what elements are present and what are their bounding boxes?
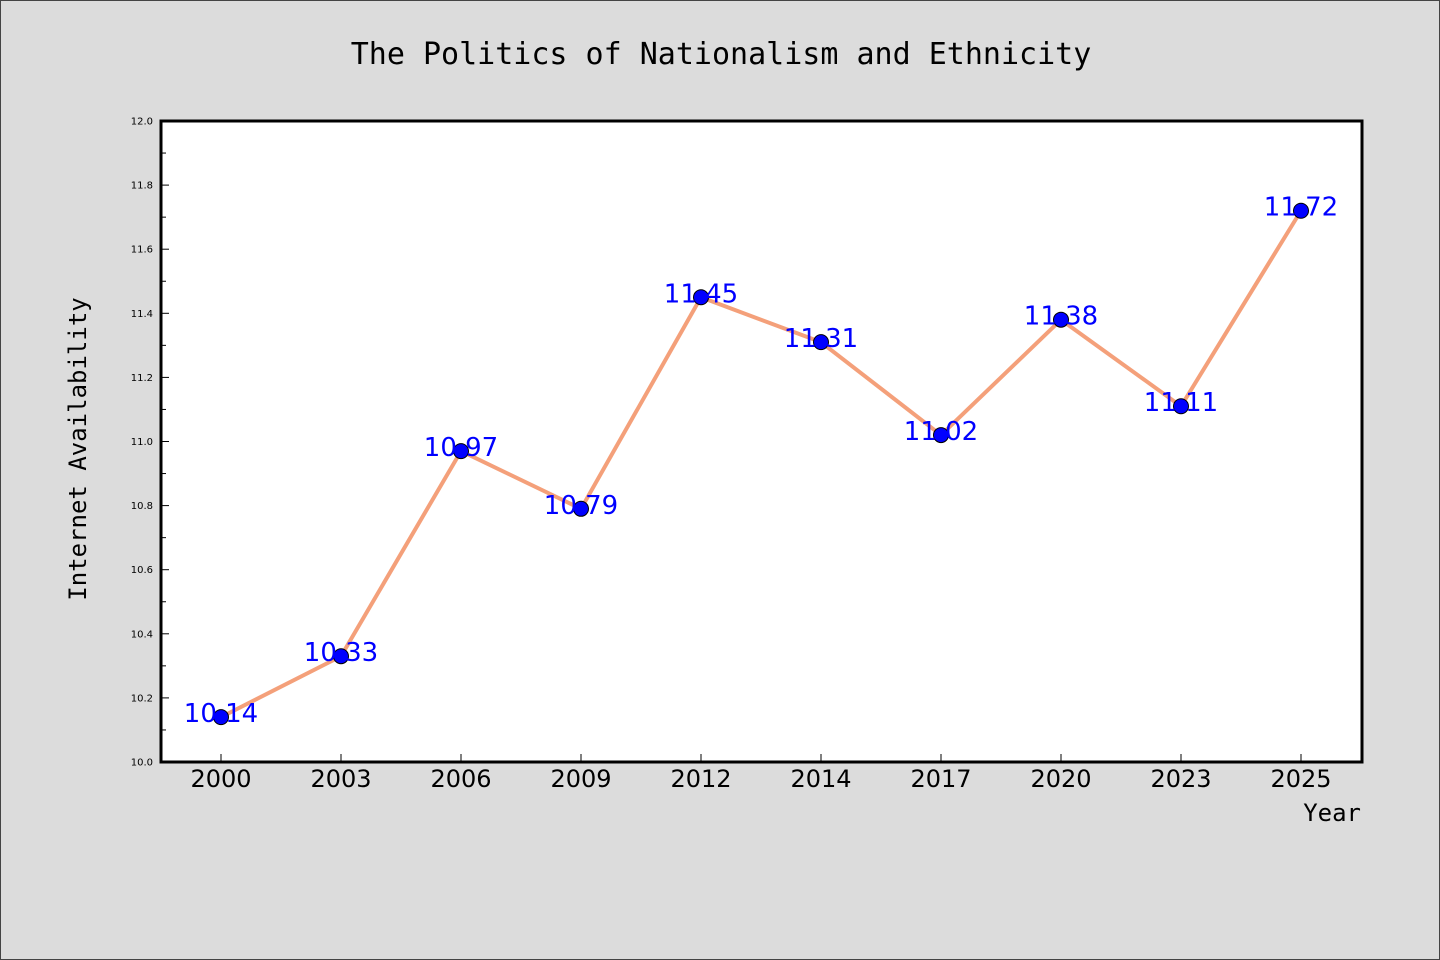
- y-axis: 10.0 10.2 10.4 10.6 10.8 11.0 11.2 11.4 11.6 11.8…: [131, 117, 169, 769]
- data-point: [693, 289, 709, 306]
- y-tick-label: 10.4: [131, 629, 153, 640]
- series-line: [220, 209, 1303, 719]
- data-label: 11.31: [784, 324, 858, 354]
- data-label: 10.33: [304, 638, 378, 668]
- data-point: [1173, 398, 1189, 415]
- data-label: 10.97: [424, 433, 498, 463]
- y-tick-label: 12.0: [131, 117, 153, 128]
- data-label: 10.79: [544, 491, 618, 521]
- data-point: [1293, 202, 1309, 219]
- y-tick-label: 10.2: [131, 693, 153, 704]
- data-label: 11.11: [1144, 388, 1218, 418]
- y-axis-label: Internet Availability: [64, 297, 92, 600]
- data-point: [333, 648, 349, 665]
- y-tick-label: 11.8: [131, 181, 153, 192]
- y-tick-label: 10.0: [131, 758, 153, 769]
- x-tick-label: 2003: [310, 765, 371, 793]
- x-tick-label: 2023: [1150, 765, 1211, 793]
- y-tick-label: 10.8: [131, 501, 153, 512]
- y-tick-label: 11.0: [131, 437, 153, 448]
- chart-title: The Politics of Nationalism and Ethnicit…: [351, 37, 1092, 72]
- data-point: [813, 334, 829, 351]
- x-tick-label: 2009: [550, 765, 611, 793]
- x-tick-label: 2000: [190, 765, 251, 793]
- data-point: [213, 709, 229, 726]
- series-group: [213, 202, 1309, 726]
- x-tick-label: 2020: [1030, 765, 1091, 793]
- y-tick-label: 11.2: [131, 373, 153, 384]
- data-point: [453, 443, 469, 460]
- data-point: [573, 500, 589, 517]
- y-tick-label: 11.6: [131, 245, 153, 256]
- data-labels: 10.14 10.33 10.97 10.79 11.45 11.31 11.02 11.38…: [184, 193, 1338, 729]
- x-tick-label: 2014: [790, 765, 851, 793]
- x-axis: 2000 2003 2006 2009 2012 2014 2017 2020 2023 2025: [190, 754, 1332, 793]
- x-tick-label: 2006: [430, 765, 491, 793]
- y-tick-label: 11.4: [131, 309, 153, 320]
- plot-area: [159, 119, 1364, 764]
- x-tick-label: 2017: [910, 765, 971, 793]
- y-tick-label: 10.6: [131, 565, 153, 576]
- data-label: 11.38: [1024, 302, 1098, 332]
- data-label: 11.72: [1264, 193, 1338, 223]
- data-label: 11.45: [664, 279, 738, 309]
- data-label: 11.02: [904, 417, 978, 447]
- x-tick-label: 2012: [670, 765, 731, 793]
- x-tick-label: 2025: [1270, 765, 1331, 793]
- x-axis-label: Year: [1303, 799, 1361, 827]
- data-point: [933, 427, 949, 444]
- data-label: 10.14: [184, 699, 258, 729]
- data-point: [1053, 311, 1069, 328]
